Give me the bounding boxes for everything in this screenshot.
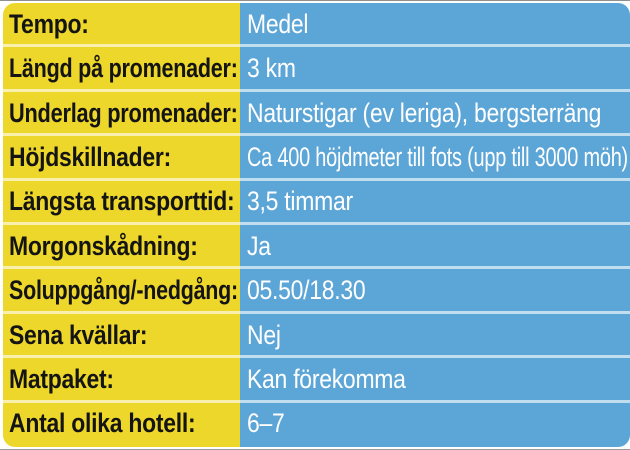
row-label-cell: Längd på promenader:	[3, 47, 240, 92]
row-value-cell: 3,5 timmar	[240, 180, 630, 226]
row-value: Ca 400 höjdmeter till fots (upp till 300…	[247, 141, 628, 172]
row-value: 3,5 timmar	[247, 186, 353, 217]
row-label: Morgonskådning:	[9, 230, 198, 261]
table-row: Morgonskådning: Ja	[3, 225, 630, 270]
row-label-cell: Längsta transporttid:	[3, 180, 240, 226]
table-row: Tempo: Medel	[3, 3, 630, 48]
row-label: Längd på promenader:	[9, 53, 238, 84]
row-label: Soluppgång/-nedgång:	[9, 275, 238, 306]
row-label-cell: Sena kvällar:	[3, 313, 240, 359]
row-value-cell: 6–7	[240, 402, 630, 447]
row-value-cell: 05.50/18.30	[240, 269, 630, 314]
table-row: Höjdskillnader: Ca 400 höjdmeter till fo…	[3, 136, 630, 182]
row-value: Medel	[247, 8, 309, 39]
row-value: Ja	[247, 230, 271, 261]
row-label: Sena kvällar:	[9, 319, 148, 350]
row-label-cell: Morgonskådning:	[3, 225, 240, 270]
row-value-cell: Ja	[240, 225, 630, 270]
table-row: Underlag promenader: Naturstigar (ev ler…	[3, 91, 630, 137]
row-label-cell: Antal olika hotell:	[3, 402, 240, 447]
row-label: Antal olika hotell:	[9, 408, 196, 439]
table-row: Antal olika hotell: 6–7	[3, 402, 630, 447]
row-value: 6–7	[247, 408, 285, 439]
row-value: 3 km	[247, 53, 296, 84]
row-label-cell: Underlag promenader:	[3, 91, 240, 137]
table-row: Längsta transporttid: 3,5 timmar	[3, 180, 630, 226]
fact-table: Tempo: Medel Längd på promenader: 3 km U…	[3, 3, 630, 447]
table-row: Matpaket: Kan förekomma	[3, 358, 630, 404]
row-value-cell: Medel	[240, 3, 630, 48]
row-label-cell: Soluppgång/-nedgång:	[3, 269, 240, 314]
row-value: Nej	[247, 319, 281, 350]
table-row: Soluppgång/-nedgång: 05.50/18.30	[3, 269, 630, 315]
row-value-cell: Naturstigar (ev leriga), bergsterräng	[240, 91, 630, 137]
table-row: Sena kvällar: Nej	[3, 313, 630, 359]
row-value-cell: Nej	[240, 313, 630, 359]
row-label: Underlag promenader:	[9, 97, 238, 128]
row-value-cell: 3 km	[240, 47, 630, 92]
row-label: Längsta transporttid:	[9, 186, 235, 217]
row-value-cell: Ca 400 höjdmeter till fots (upp till 300…	[240, 136, 630, 181]
row-label-cell: Tempo:	[3, 3, 240, 48]
row-value-cell: Kan förekomma	[240, 358, 630, 403]
row-label: Matpaket:	[9, 363, 114, 394]
row-label: Tempo:	[9, 8, 89, 39]
row-value: Naturstigar (ev leriga), bergsterräng	[247, 97, 602, 128]
row-value: Kan förekomma	[247, 363, 406, 394]
table-row: Längd på promenader: 3 km	[3, 47, 630, 93]
row-value: 05.50/18.30	[247, 275, 366, 306]
row-label: Höjdskillnader:	[9, 141, 171, 172]
row-label-cell: Matpaket:	[3, 358, 240, 403]
row-label-cell: Höjdskillnader:	[3, 136, 240, 181]
